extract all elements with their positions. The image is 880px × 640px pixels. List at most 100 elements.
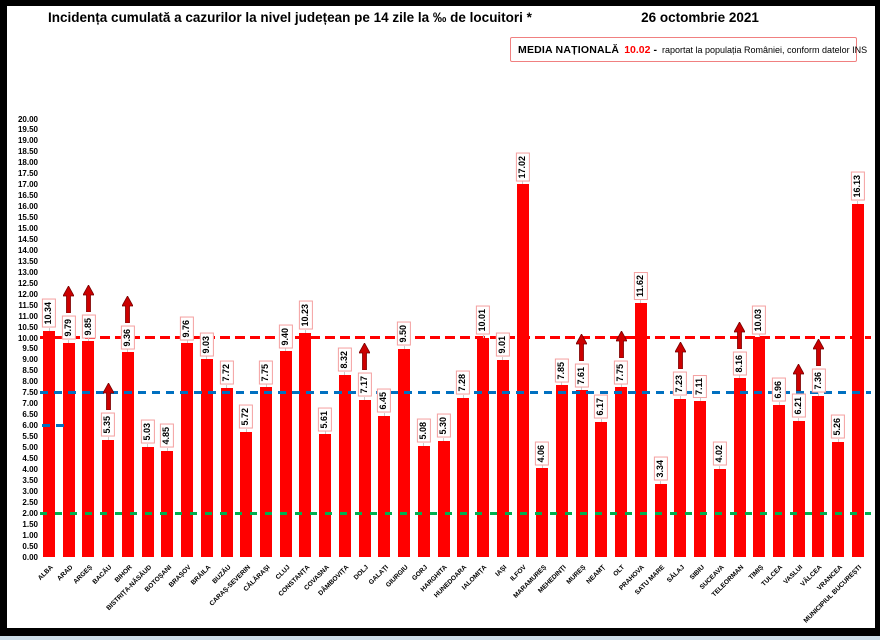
y-axis-tick-label: 19.50 [17, 125, 38, 135]
value-label: 9.36 [120, 325, 135, 350]
bar-teleorman [733, 378, 746, 557]
bar-prahova [634, 302, 647, 557]
bar-brăila [200, 359, 213, 557]
bar-bistrița-năsăud [141, 446, 154, 557]
increase-arrow-icon [674, 342, 686, 370]
bar-vâlcea [812, 395, 825, 557]
label-leader-line [443, 437, 445, 441]
bar-călărași [260, 387, 273, 557]
label-leader-line [265, 384, 267, 388]
bar-annotation-alba: 10.34 [40, 299, 58, 331]
bar-hunedoara [457, 397, 470, 557]
label-leader-line [226, 384, 228, 388]
bar-annotation-botoșani: 4.85 [158, 424, 176, 451]
value-label: 10.01 [476, 306, 490, 335]
value-label: 7.17 [357, 373, 372, 397]
increase-arrow-icon [82, 284, 94, 312]
label-leader-line [837, 438, 839, 442]
bar-annotation-argeș: 9.85 [79, 284, 97, 342]
label-leader-line [798, 418, 800, 422]
label-leader-line [383, 412, 385, 416]
window-edge [0, 636, 880, 640]
label-leader-line [640, 299, 642, 303]
label-leader-line [719, 465, 721, 469]
value-label: 10.03 [752, 305, 767, 335]
y-axis-tick-label: 16.50 [17, 191, 38, 201]
y-axis-tick-label: 8.00 [22, 377, 38, 387]
bar-bihor [121, 352, 134, 557]
value-label: 9.79 [61, 316, 76, 340]
value-label: 5.35 [101, 413, 116, 437]
increase-arrow-icon [793, 364, 805, 392]
report-date: 26 octombrie 2021 [641, 10, 759, 25]
label-leader-line [739, 375, 741, 379]
value-label: 9.50 [397, 322, 412, 346]
label-leader-line [660, 480, 662, 484]
y-axis-tick-label: 12.50 [17, 278, 38, 288]
bar-annotation-olt: 7.75 [612, 330, 630, 388]
bar-vrancea [832, 441, 845, 557]
label-leader-line [502, 356, 504, 360]
value-label: 7.85 [555, 358, 569, 383]
bar-annotation-iași: 9.01 [494, 333, 512, 360]
x-axis-label-cluj: CLUJ [274, 564, 292, 582]
bar-annotation-caraș-severin: 5.72 [237, 405, 255, 432]
label-leader-line [68, 339, 70, 343]
y-axis-tick-label: 10.50 [17, 322, 38, 332]
bar-mureș [575, 390, 588, 557]
value-label: 5.08 [416, 419, 431, 443]
label-leader-line [48, 327, 50, 331]
y-axis-tick-label: 17.00 [17, 180, 38, 190]
x-axis-label-timiș: TIMIȘ [747, 564, 765, 582]
label-leader-line [166, 447, 168, 451]
x-axis-label-argeș: ARGEȘ [72, 564, 94, 586]
bar-annotation-arad: 9.79 [60, 286, 78, 343]
y-axis-tick-label: 12.00 [17, 289, 38, 299]
value-label: 9.85 [81, 314, 96, 339]
value-label: 6.17 [594, 395, 609, 419]
increase-arrow-icon [359, 343, 371, 371]
reference-line-2 [40, 511, 871, 515]
bar-gorj [417, 445, 430, 557]
bar-annotation-sibiu: 7.11 [691, 375, 709, 402]
bar-annotation-teleorman: 8.16 [731, 321, 749, 379]
bar-cluj [279, 351, 292, 557]
label-leader-line [364, 396, 366, 400]
value-label: 7.23 [673, 372, 688, 396]
y-axis-tick-label: 16.00 [17, 202, 38, 212]
value-label: 7.75 [259, 360, 273, 385]
value-label: 5.30 [436, 414, 451, 438]
label-leader-line [600, 418, 602, 422]
bar-argeș [82, 341, 95, 557]
x-axis-label-ilfov: ILFOV [509, 564, 529, 583]
bar-annotation-vâlcea: 7.36 [809, 339, 827, 396]
bar-alba [43, 330, 55, 557]
value-label: 4.85 [160, 424, 175, 448]
value-label: 6.45 [377, 389, 392, 413]
label-leader-line [699, 398, 701, 402]
value-label: 6.96 [772, 378, 786, 402]
bar-mehedinți [555, 385, 568, 557]
national-average-value: 10.02 [624, 43, 651, 56]
bar-annotation-giurgiu: 9.50 [395, 322, 413, 349]
bar-iași [496, 359, 509, 557]
label-leader-line [541, 465, 543, 469]
label-leader-line [482, 334, 484, 338]
bar-sălaj [674, 398, 687, 557]
value-label: 10.23 [298, 301, 313, 330]
bar-annotation-brașov: 9.76 [178, 316, 196, 344]
y-axis-tick-label: 18.50 [17, 147, 38, 157]
bar-annotation-municipiul-bucurești: 16.13 [849, 172, 867, 204]
y-axis-tick-label: 0.50 [22, 541, 38, 551]
x-axis-label-dolj: DOLJ [352, 564, 371, 582]
y-axis-tick-label: 6.50 [22, 410, 38, 420]
y-axis-tick-label: 2.50 [22, 497, 38, 507]
value-label: 4.02 [712, 442, 727, 466]
national-average-separator: - [653, 43, 657, 56]
label-leader-line [403, 345, 405, 349]
value-label: 7.75 [614, 360, 629, 385]
bar-annotation-gorj: 5.08 [415, 419, 433, 446]
bar-annotation-cluj: 9.40 [277, 324, 295, 352]
increase-arrow-icon [615, 330, 627, 358]
y-axis-tick-label: 1.50 [22, 519, 38, 529]
